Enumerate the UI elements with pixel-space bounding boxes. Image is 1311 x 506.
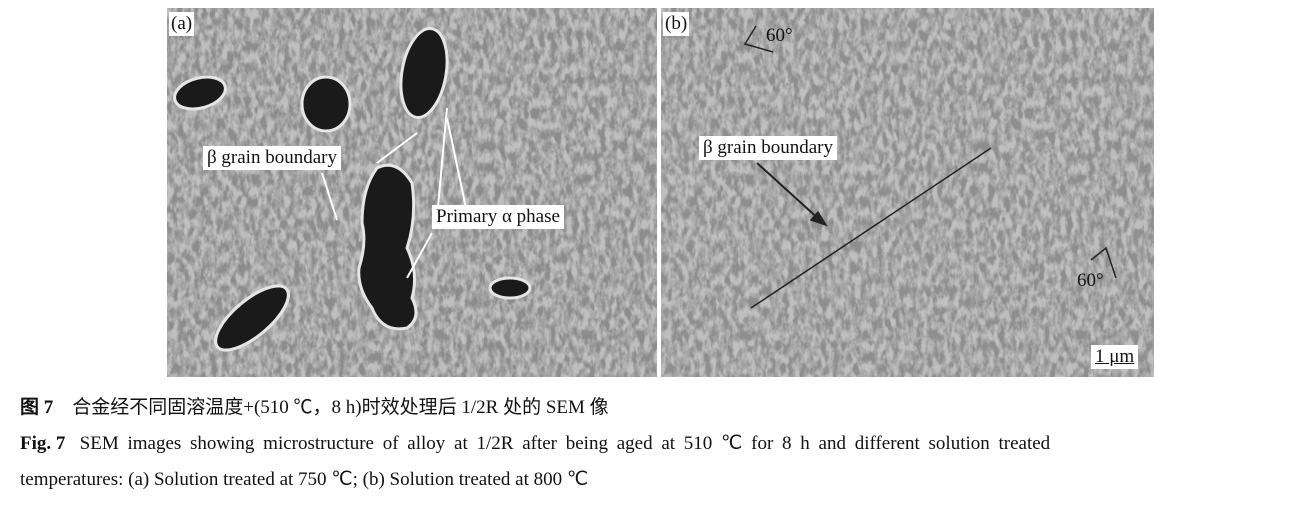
beta-grain-boundary-label-b: β grain boundary [699,136,837,160]
scale-bar: 1 μm [1091,345,1139,369]
primary-alpha-label: Primary α phase [432,205,564,229]
caption-cn-text: 合金经不同固溶温度+(510 ℃，8 h)时效处理后 1/2R 处的 SEM 像 [72,397,609,418]
angle-label-1: 60° [766,25,793,46]
caption-en-fig: Fig. 7 [20,433,66,454]
beta-grain-boundary-label-a: β grain boundary [203,146,341,170]
caption-cn-fig: 图 7 [20,397,54,418]
caption-en-line2: temperatures: (a) Solution treated at 75… [20,469,589,490]
caption-en-line1: Fig. 7 SEM images showing microstructure… [20,432,1295,455]
primary-alpha-particles [173,27,532,352]
sem-texture-b [661,8,1154,377]
caption-en-text: SEM images showing microstructure of all… [79,433,1051,454]
sem-image-b: (b) 60° 60° β grain boundary 1 μm [661,8,1154,377]
sem-texture-a [167,8,657,377]
caption-cn: 图 7 合金经不同固溶温度+(510 ℃，8 h)时效处理后 1/2R 处的 S… [20,392,609,419]
angle-label-2: 60° [1077,270,1104,291]
panel-a-label: (a) [169,12,195,36]
sem-image-a: (a) β grain boundary Primary α phase [167,8,657,377]
panel-b-label: (b) [663,12,690,36]
